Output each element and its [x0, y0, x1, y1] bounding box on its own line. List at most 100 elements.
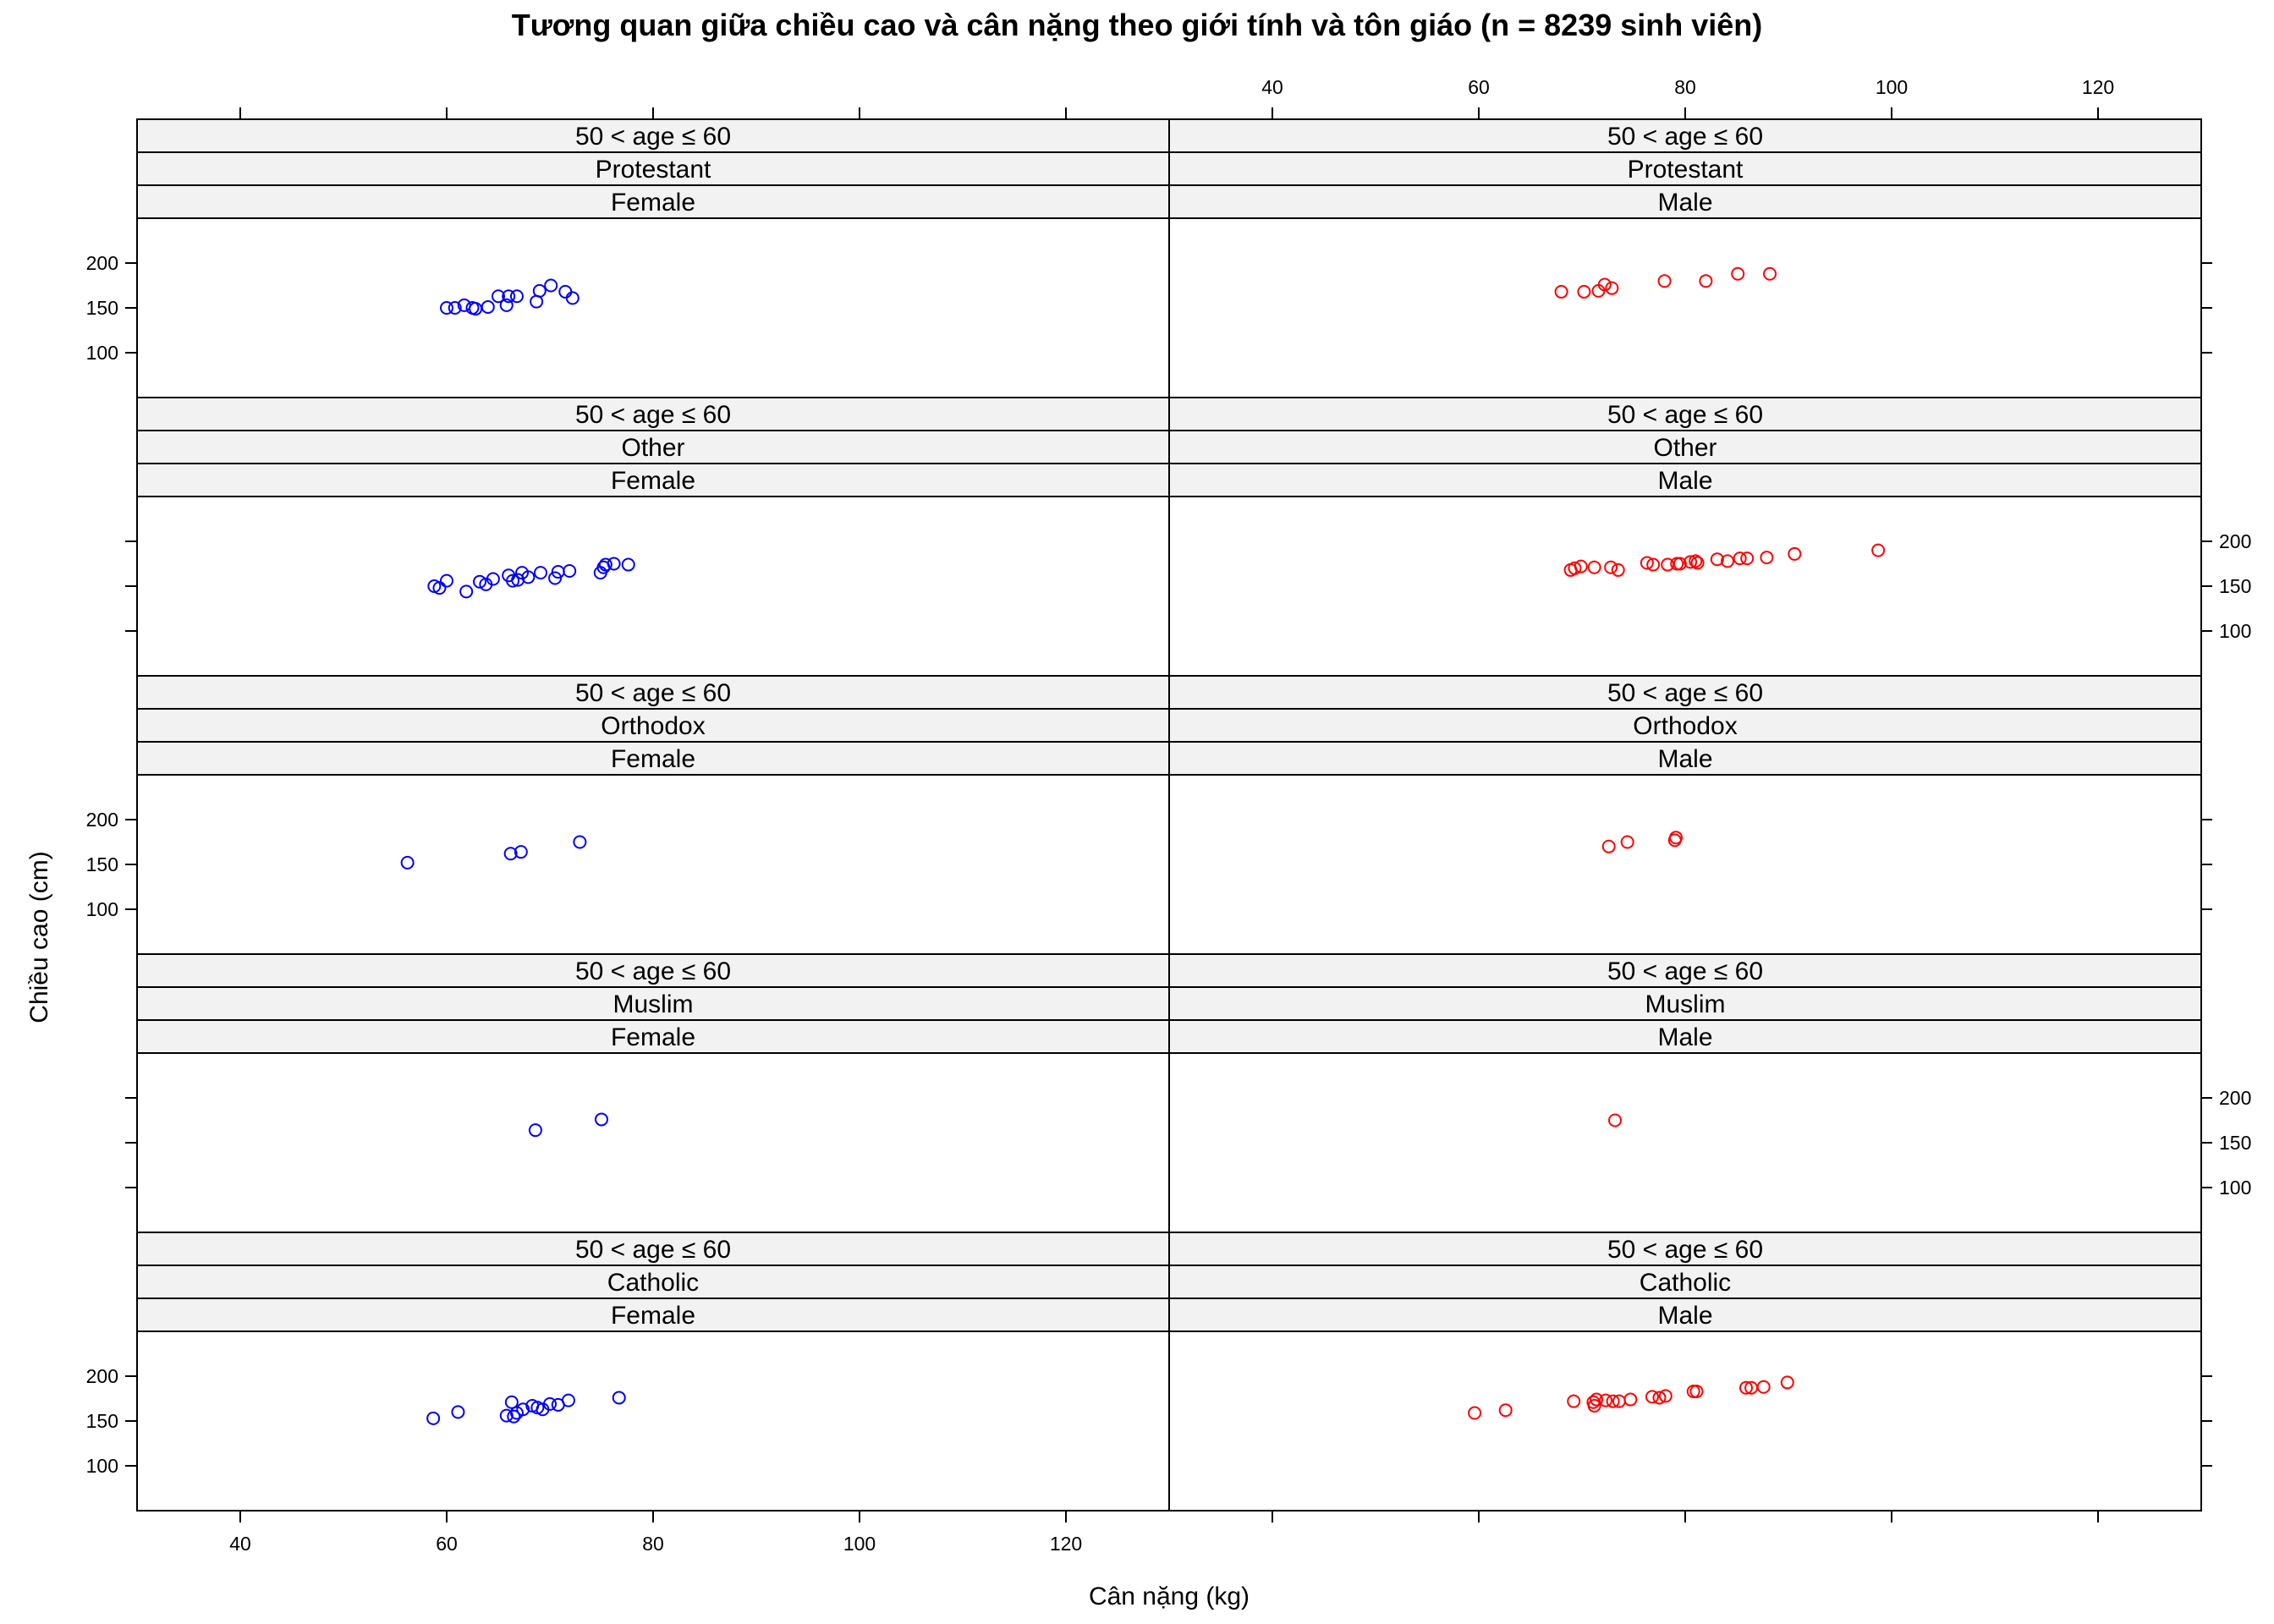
panel-frame	[136, 1330, 1170, 1512]
data-point	[1590, 1392, 1604, 1407]
strip-gender-label: Female	[611, 467, 695, 495]
data-point	[1669, 831, 1684, 845]
y-tick-label: 150	[2219, 1132, 2251, 1154]
data-point	[532, 283, 547, 298]
data-point	[426, 1411, 441, 1425]
strip-age	[136, 397, 1170, 431]
strip-age	[1168, 1232, 2202, 1266]
strip-religion-label: Muslim	[1645, 990, 1726, 1018]
strip-religion-label: Orthodox	[1633, 712, 1737, 740]
strip-gender-label: Male	[1657, 1023, 1712, 1051]
data-point	[473, 574, 487, 589]
data-point	[598, 557, 612, 572]
data-point	[514, 845, 528, 859]
data-point	[481, 299, 495, 314]
data-point	[499, 298, 514, 312]
strip-religion-label: Catholic	[1640, 1269, 1731, 1297]
data-point	[1498, 1403, 1513, 1418]
strip-gender	[1168, 1019, 2202, 1054]
strip-age-label: 50 < age ≤ 60	[575, 1236, 731, 1264]
y-tick-label: 150	[2219, 575, 2251, 597]
strip-religion	[1168, 986, 2202, 1021]
strip-religion-label: Protestant	[596, 156, 711, 184]
x-tick-label: 60	[436, 1533, 458, 1555]
panel-frame	[136, 496, 1170, 677]
strip-religion-label: Protestant	[1628, 156, 1744, 184]
data-point	[507, 1409, 521, 1424]
x-axis-label: Cân nặng (kg)	[1089, 1583, 1250, 1610]
y-tick-label: 200	[86, 252, 118, 274]
data-point	[1601, 839, 1616, 853]
data-point	[543, 1396, 557, 1411]
strip-age	[136, 118, 1170, 153]
y-tick-label: 100	[86, 342, 118, 364]
panel-frame	[1168, 1330, 2202, 1512]
data-point	[1673, 557, 1687, 571]
y-tick-label: 100	[86, 1455, 118, 1477]
data-point	[1658, 1389, 1673, 1403]
data-point	[1611, 562, 1625, 577]
panel-frame	[1168, 774, 2202, 955]
data-point	[502, 289, 516, 304]
data-point	[432, 581, 447, 595]
data-point	[1689, 1385, 1704, 1399]
strip-religion-label: Muslim	[613, 990, 694, 1018]
y-tick-label: 150	[86, 297, 118, 319]
y-tick-label: 200	[86, 1365, 118, 1387]
data-point	[1684, 555, 1698, 569]
strip-gender	[1168, 463, 2202, 497]
data-point	[1605, 281, 1619, 295]
data-point	[595, 1112, 608, 1127]
y-axis-label: Chiều cao (cm)	[25, 851, 53, 1023]
data-point	[607, 557, 621, 571]
strip-religion-label: Other	[621, 434, 684, 462]
strip-religion	[1168, 430, 2202, 464]
data-point	[1577, 284, 1591, 299]
data-point	[1587, 1398, 1601, 1413]
data-point	[1623, 1392, 1638, 1407]
x-tick-label: 40	[1261, 76, 1283, 98]
data-point	[1468, 1406, 1482, 1420]
data-point	[492, 289, 505, 304]
strip-gender-label: Male	[1657, 1302, 1712, 1330]
data-point	[1780, 1375, 1794, 1390]
x-tick-label: 40	[229, 1533, 251, 1555]
strip-religion	[136, 430, 1170, 464]
strip-age-label: 50 < age ≤ 60	[1607, 123, 1763, 151]
data-point	[1733, 551, 1747, 566]
strip-gender	[136, 741, 1170, 776]
data-point	[1646, 557, 1661, 572]
strip-age-label: 50 < age ≤ 60	[575, 401, 731, 429]
strip-age-label: 50 < age ≤ 60	[575, 679, 731, 707]
data-point	[1731, 266, 1745, 281]
strip-religion-label: Other	[1653, 434, 1716, 462]
y-tick-label: 200	[86, 809, 118, 831]
strip-age-label: 50 < age ≤ 60	[1607, 957, 1763, 985]
data-point	[1738, 1380, 1753, 1395]
x-tick-label: 120	[1050, 1533, 1082, 1555]
panel-frame	[1168, 217, 2202, 398]
data-point	[1606, 1394, 1620, 1408]
data-point	[1710, 552, 1724, 567]
data-point	[528, 1123, 542, 1138]
data-point	[561, 1393, 575, 1407]
strip-religion-label: Catholic	[607, 1269, 699, 1297]
data-point	[1645, 1390, 1659, 1404]
panel-frame	[136, 1052, 1170, 1233]
strip-religion	[1168, 708, 2202, 743]
strip-age-label: 50 < age ≤ 60	[575, 957, 731, 985]
data-point	[1608, 1113, 1623, 1127]
x-tick-label: 80	[1674, 76, 1696, 98]
data-point	[448, 301, 462, 315]
data-point	[1740, 551, 1755, 566]
y-tick-label: 100	[2219, 620, 2251, 642]
data-point	[440, 301, 453, 315]
data-point	[1657, 274, 1672, 288]
strip-age-label: 50 < age ≤ 60	[1607, 679, 1763, 707]
data-point	[1587, 560, 1601, 574]
data-point	[1690, 556, 1705, 570]
strip-age	[1168, 675, 2202, 710]
strip-gender-label: Male	[1657, 467, 1712, 495]
x-tick-label: 80	[642, 1533, 664, 1555]
data-point	[1567, 1394, 1581, 1408]
